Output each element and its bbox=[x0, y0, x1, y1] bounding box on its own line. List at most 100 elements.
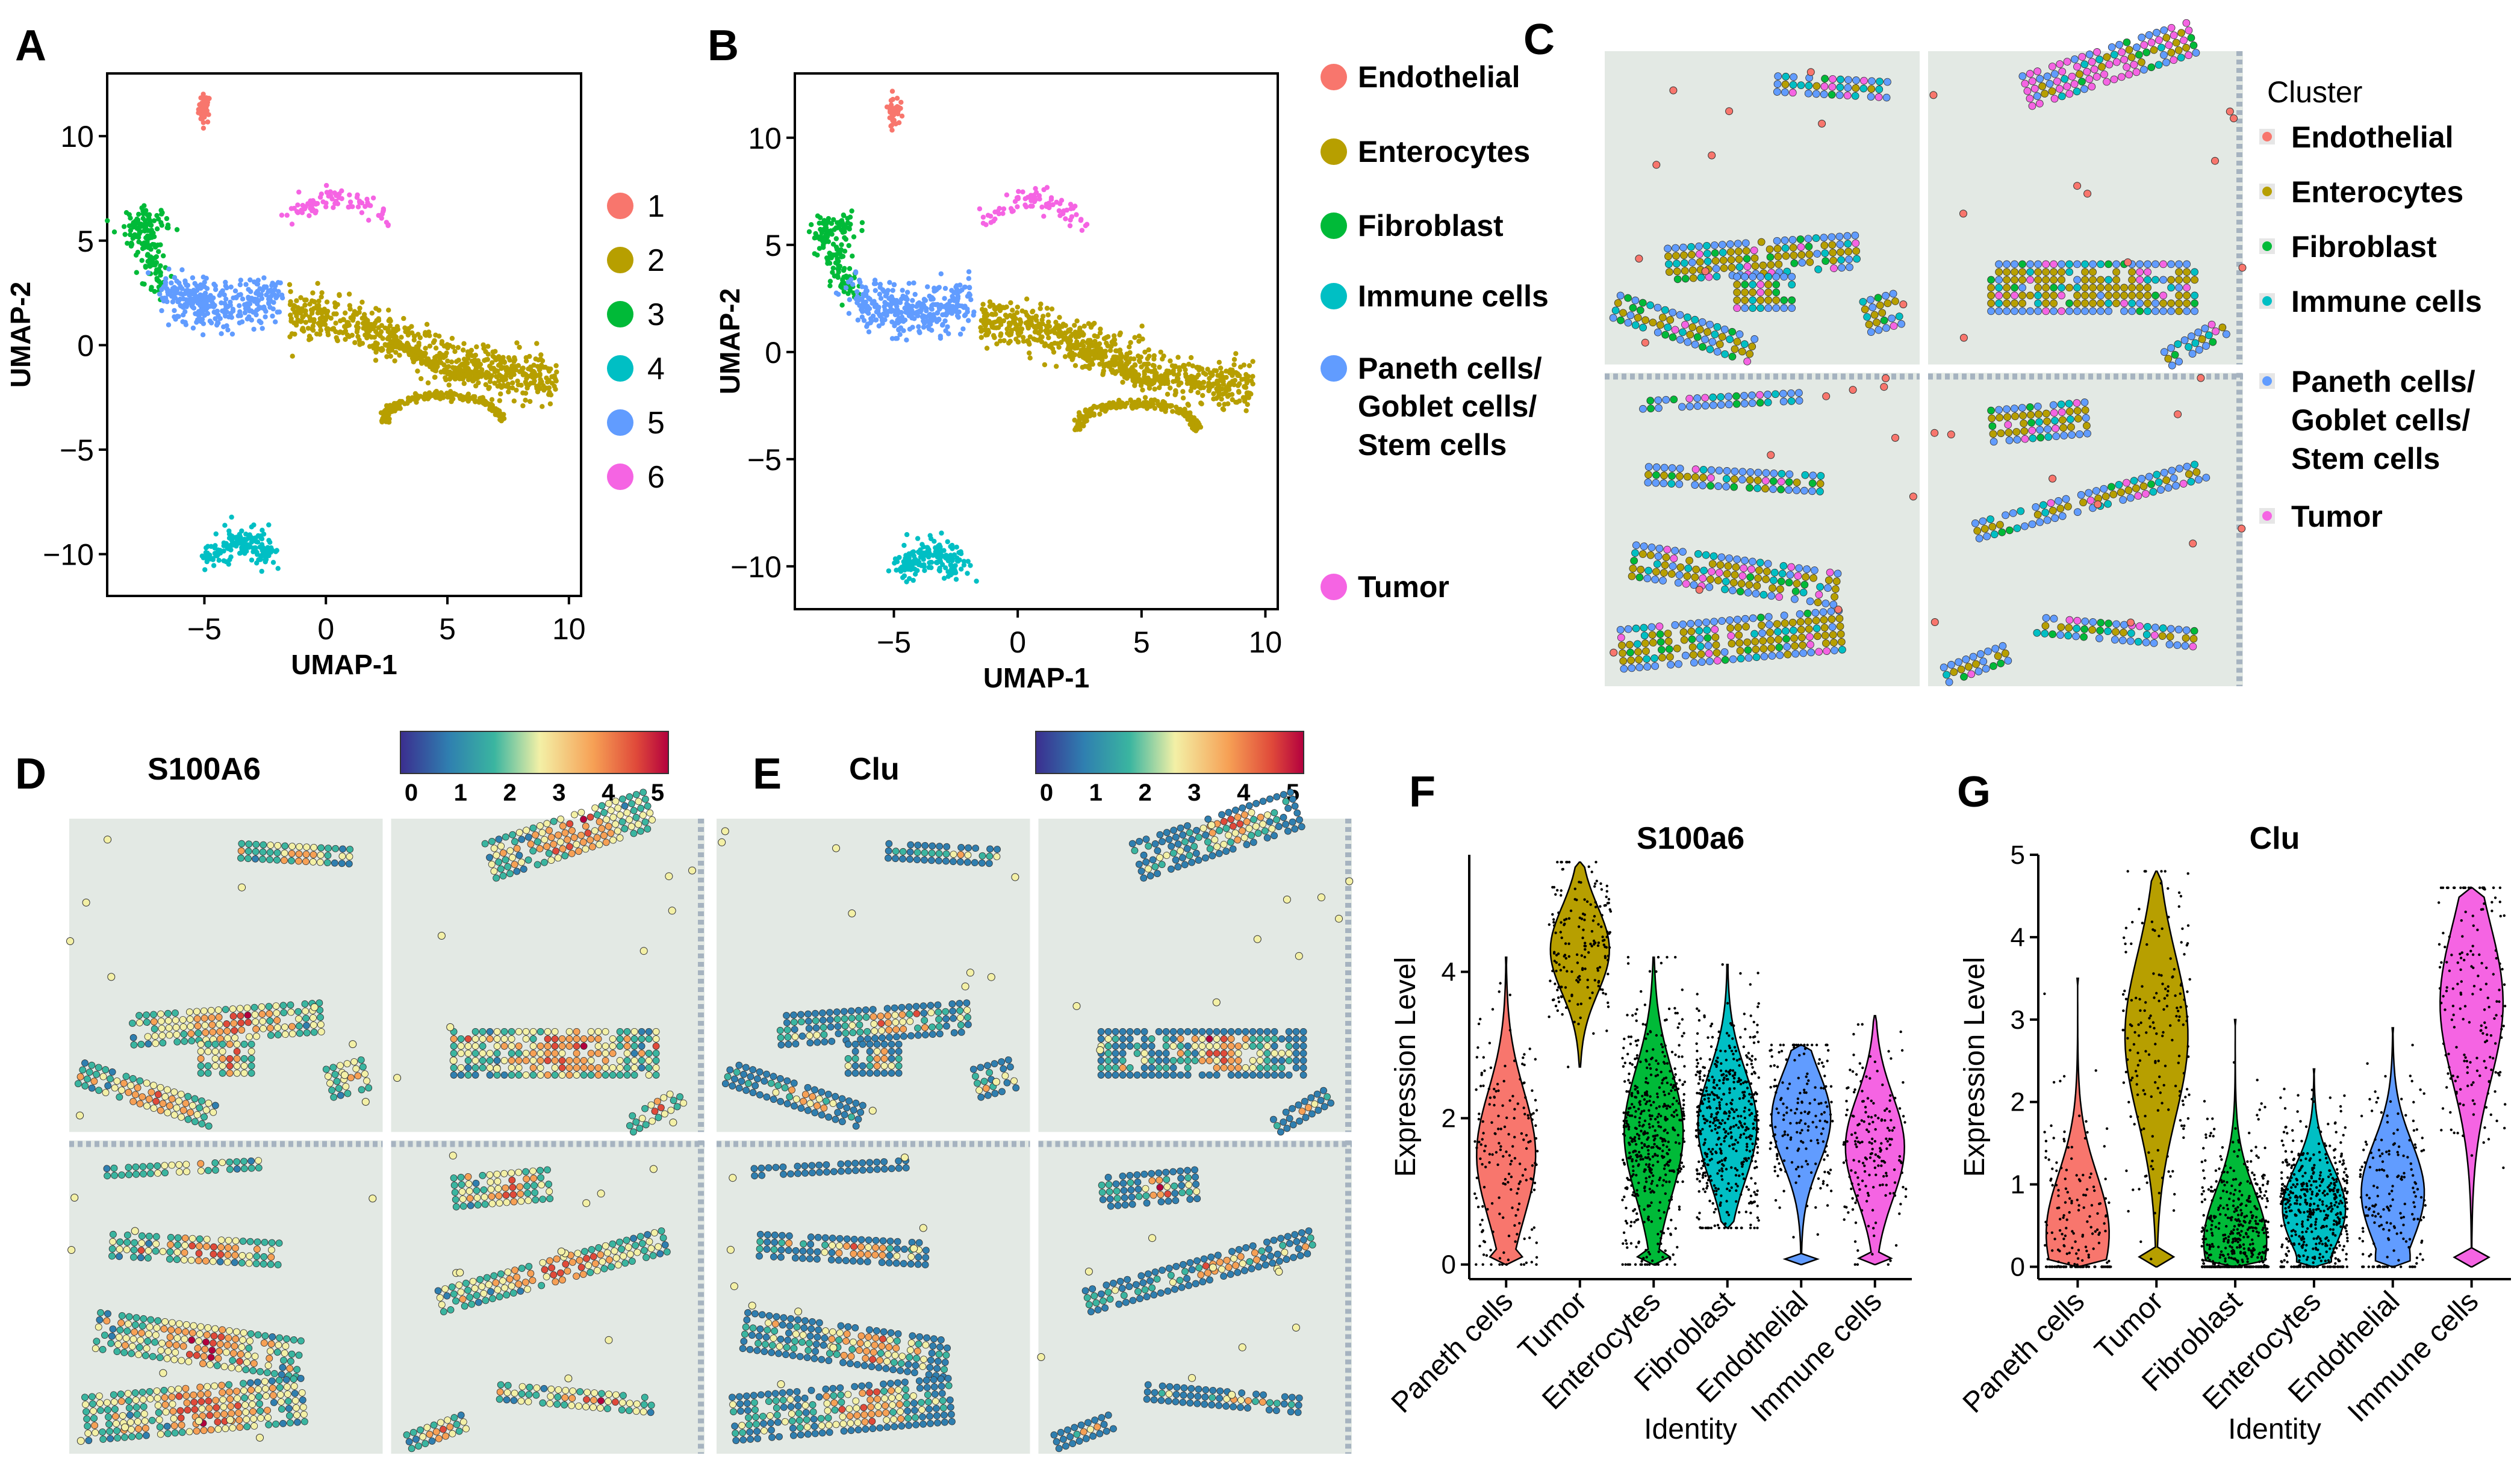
point bbox=[359, 210, 365, 215]
spot bbox=[185, 1008, 193, 1016]
point bbox=[291, 320, 297, 326]
point bbox=[399, 343, 405, 348]
point bbox=[316, 299, 322, 304]
point bbox=[182, 278, 188, 284]
legend-c-label-paneth-1: Paneth cells/ bbox=[2291, 365, 2475, 398]
y-tick-label: −10 bbox=[43, 538, 94, 572]
point bbox=[128, 243, 134, 249]
legend-c-label-paneth-3: Stem cells bbox=[2291, 442, 2440, 476]
point bbox=[966, 269, 972, 274]
point bbox=[498, 364, 503, 369]
point bbox=[236, 293, 241, 298]
point bbox=[500, 355, 506, 360]
point bbox=[850, 253, 855, 259]
point bbox=[1099, 403, 1104, 408]
section-4 bbox=[1928, 373, 2246, 686]
point bbox=[105, 218, 110, 223]
spot bbox=[2136, 284, 2144, 292]
point bbox=[1177, 406, 1183, 412]
spot bbox=[2058, 260, 2065, 268]
point bbox=[320, 199, 326, 205]
point bbox=[873, 288, 879, 293]
point bbox=[517, 344, 522, 350]
spot bbox=[2115, 40, 2123, 49]
point bbox=[911, 553, 917, 559]
point bbox=[1084, 355, 1090, 361]
spot bbox=[1844, 240, 1852, 248]
spot bbox=[2065, 268, 2073, 276]
point bbox=[1118, 405, 1123, 410]
point bbox=[125, 241, 130, 246]
point bbox=[441, 355, 446, 361]
x-tick-label: 0 bbox=[317, 612, 334, 646]
point bbox=[903, 294, 909, 300]
point bbox=[1138, 355, 1144, 360]
point bbox=[329, 196, 335, 202]
spot bbox=[1701, 394, 1710, 402]
point bbox=[306, 337, 312, 343]
section-1 bbox=[1605, 51, 1920, 365]
point bbox=[294, 313, 299, 319]
spot bbox=[251, 1011, 259, 1019]
point bbox=[226, 528, 232, 534]
point bbox=[1077, 325, 1083, 331]
spot bbox=[1668, 464, 1676, 473]
spot bbox=[2132, 43, 2141, 52]
point bbox=[290, 353, 295, 359]
spot bbox=[1780, 304, 1788, 312]
spot bbox=[244, 1019, 252, 1026]
point bbox=[921, 314, 927, 319]
point bbox=[292, 331, 297, 337]
point bbox=[1180, 389, 1186, 394]
spot bbox=[252, 848, 260, 855]
spot bbox=[1751, 262, 1759, 270]
spot bbox=[1742, 247, 1750, 255]
point bbox=[1091, 403, 1097, 409]
spot bbox=[1711, 241, 1719, 249]
point bbox=[996, 211, 1002, 217]
point bbox=[1004, 314, 1010, 320]
point bbox=[945, 539, 950, 545]
spot bbox=[1711, 249, 1719, 257]
point bbox=[362, 315, 368, 321]
spot bbox=[1730, 483, 1738, 491]
point bbox=[1074, 212, 1079, 217]
point bbox=[818, 226, 823, 232]
point bbox=[1242, 385, 1248, 390]
spot bbox=[244, 1011, 252, 1019]
point bbox=[159, 211, 164, 217]
spot bbox=[1746, 476, 1754, 484]
spot bbox=[1867, 85, 1876, 93]
point bbox=[325, 326, 331, 332]
spot bbox=[345, 860, 353, 867]
point bbox=[487, 379, 493, 385]
point bbox=[492, 380, 497, 386]
spot bbox=[338, 852, 346, 860]
spot bbox=[2123, 38, 2131, 46]
spot bbox=[1714, 482, 1723, 491]
point bbox=[204, 305, 210, 311]
point bbox=[901, 573, 907, 578]
spot bbox=[1756, 288, 1765, 297]
spot bbox=[1753, 476, 1762, 485]
spot bbox=[1766, 245, 1774, 253]
point bbox=[423, 332, 429, 338]
point bbox=[484, 370, 490, 375]
spot bbox=[2174, 410, 2182, 418]
spot bbox=[2018, 299, 2026, 308]
spot bbox=[1749, 273, 1757, 281]
point bbox=[490, 349, 496, 355]
point bbox=[1198, 400, 1204, 406]
point bbox=[401, 315, 406, 321]
point bbox=[510, 380, 515, 386]
point bbox=[315, 310, 321, 316]
point bbox=[444, 350, 449, 356]
spot bbox=[1930, 618, 1939, 626]
spot bbox=[1781, 80, 1790, 88]
point bbox=[1015, 204, 1020, 209]
x-tick-label: 10 bbox=[1249, 625, 1283, 659]
spot bbox=[1987, 276, 1995, 284]
point bbox=[228, 284, 234, 290]
point bbox=[866, 329, 872, 335]
point bbox=[260, 527, 265, 533]
